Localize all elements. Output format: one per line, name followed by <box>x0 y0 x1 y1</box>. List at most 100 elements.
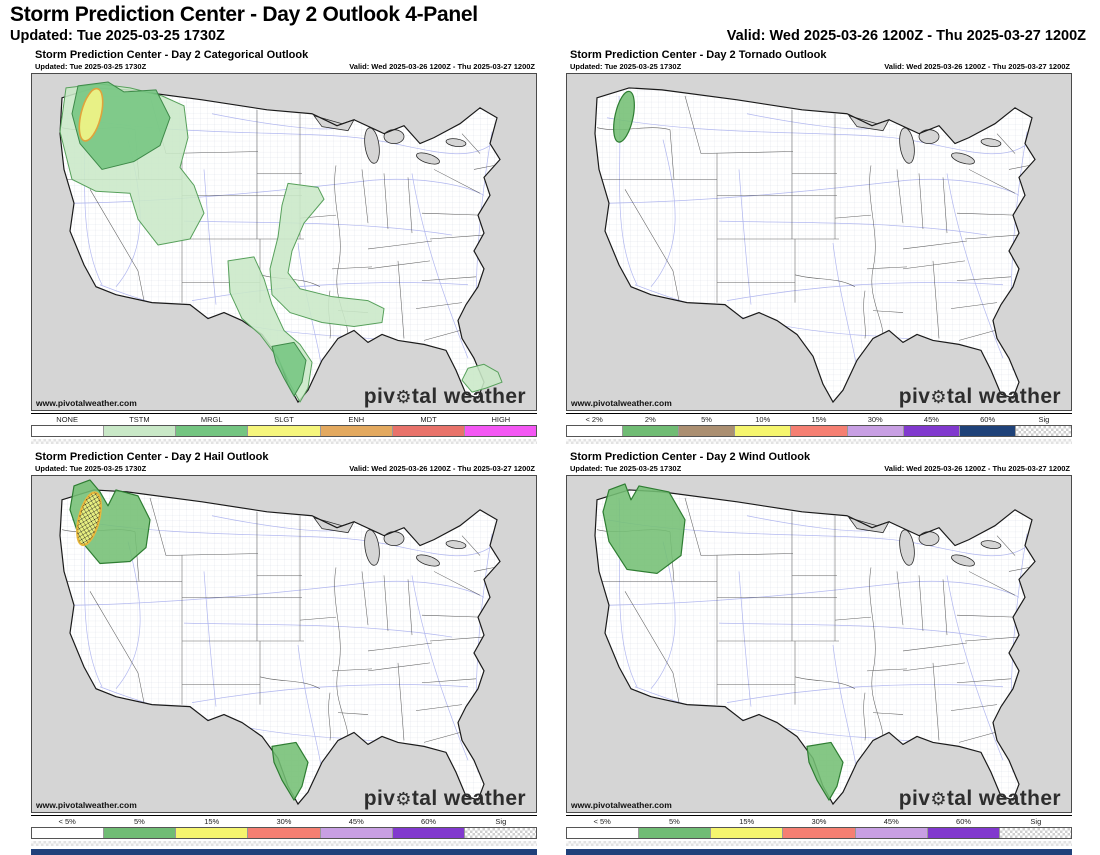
legend-swatch <box>248 426 321 436</box>
panel-updated: Updated: Tue 2025-03-25 1730Z <box>35 62 147 71</box>
outlook-overlays <box>613 90 635 143</box>
outlook-area-15pct-significant-nw-oregon-sig-hatch <box>77 492 101 545</box>
panel-valid: Valid: Wed 2025-03-26 1200Z - Thu 2025-0… <box>884 464 1070 473</box>
legend-label: 5% <box>701 415 712 424</box>
legend-color-bar <box>566 827 1072 839</box>
panel-title: Storm Prediction Center - Day 2 Hail Out… <box>35 451 269 463</box>
panel-updated: Updated: Tue 2025-03-25 1730Z <box>35 464 147 473</box>
legend-label: Sig <box>495 817 507 826</box>
legend-swatch <box>679 426 736 436</box>
panel-title: Storm Prediction Center - Day 2 Categori… <box>35 49 309 61</box>
legend-label: TSTM <box>129 415 150 424</box>
watermark-text: tal weather <box>946 787 1061 810</box>
outlook-panel: Storm Prediction Center - Day 2 Hail Out… <box>31 451 537 855</box>
legend-color-bar <box>31 827 537 839</box>
pivotal-weather-watermark: piv⚙tal weather <box>899 385 1061 409</box>
legend-label: 5% <box>669 817 680 826</box>
watermark-text: tal weather <box>946 385 1061 408</box>
outlook-map-image[interactable]: www.pivotalweather.com piv⚙tal weather <box>31 475 537 813</box>
panel-valid: Valid: Wed 2025-03-26 1200Z - Thu 2025-0… <box>349 464 535 473</box>
legend-swatch <box>567 426 624 436</box>
legend-swatch <box>847 426 904 436</box>
legend-swatch <box>32 426 105 436</box>
legend-label: < 2% <box>585 415 603 424</box>
conus-map <box>567 74 1071 410</box>
panel-header: Storm Prediction Center - Day 2 Hail Out… <box>31 451 537 473</box>
panel-title: Storm Prediction Center - Day 2 Tornado … <box>570 49 827 61</box>
panel-valid: Valid: Wed 2025-03-26 1200Z - Thu 2025-0… <box>884 62 1070 71</box>
pivotal-weather-watermark: piv⚙tal weather <box>364 787 526 811</box>
legend-swatch <box>176 426 249 436</box>
watermark-text: piv <box>898 385 931 408</box>
panel-header: Storm Prediction Center - Day 2 Tornado … <box>566 49 1072 71</box>
page-header: Storm Prediction Center - Day 2 Outlook … <box>0 0 1100 44</box>
legend-labels-row: NONE TSTM MRGL SLGT ENH MDT HIGH <box>31 414 537 425</box>
legend-label: MDT <box>420 415 437 424</box>
legend-color-bar <box>566 425 1072 437</box>
gear-icon: ⚙ <box>395 789 412 809</box>
outlook-legend: NONE TSTM MRGL SLGT ENH MDT HIGH <box>31 413 537 437</box>
legend-labels-row: < 5% 5% 15% 30% 45% 60% Sig <box>31 816 537 827</box>
website-label: www.pivotalweather.com <box>571 800 672 810</box>
legend-swatch <box>999 828 1071 838</box>
legend-labels-row: < 5% 5% 15% 30% 45% 60% Sig <box>566 816 1072 827</box>
outlook-legend: < 2% 2% 5% 10% 15% 30% 45% 60% Sig <box>566 413 1072 437</box>
legend-label: 60% <box>421 817 437 826</box>
legend-label: NONE <box>56 415 78 424</box>
legend-swatch <box>711 828 784 838</box>
pivotal-weather-watermark: piv⚙tal weather <box>364 385 526 409</box>
legend-swatch <box>320 828 393 838</box>
legend-label: 5% <box>134 817 145 826</box>
legend-color-bar <box>31 425 537 437</box>
legend-swatch <box>392 426 465 436</box>
legend-label: 30% <box>811 817 827 826</box>
legend-label: 15% <box>739 817 755 826</box>
legend-swatch <box>639 828 712 838</box>
legend-label: 45% <box>348 817 364 826</box>
outlook-area-5pct-pacific-northwest <box>602 483 686 575</box>
watermark-text: tal weather <box>411 787 526 810</box>
legend-swatch <box>791 426 848 436</box>
legend-swatch <box>464 426 536 436</box>
outlook-overlays <box>59 81 503 403</box>
legend-swatch <box>104 828 177 838</box>
legend-label: < 5% <box>58 817 76 826</box>
watermark-text: piv <box>363 385 396 408</box>
four-panel-grid: Storm Prediction Center - Day 2 Categori… <box>31 49 1100 855</box>
panel-title: Storm Prediction Center - Day 2 Wind Out… <box>570 451 811 463</box>
legend-label: Sig <box>1030 817 1042 826</box>
outlook-map-image[interactable]: www.pivotalweather.com piv⚙tal weather <box>566 73 1072 411</box>
legend-label: 2% <box>644 415 656 424</box>
watermark-text: tal weather <box>411 385 526 408</box>
outlook-overlays <box>69 479 309 801</box>
watermark-text: piv <box>363 787 396 810</box>
legend-label: ENH <box>348 415 365 424</box>
legend-swatch <box>855 828 928 838</box>
legend-label: HIGH <box>491 415 511 424</box>
page-title: Storm Prediction Center - Day 2 Outlook … <box>10 3 478 26</box>
conus-map <box>567 476 1071 812</box>
outlook-map-image[interactable]: www.pivotalweather.com piv⚙tal weather <box>31 73 537 411</box>
outlook-area-5pct-south-texas <box>806 741 844 801</box>
legend-label: MRGL <box>200 415 223 424</box>
legend-label: 15% <box>811 415 827 424</box>
page-valid: Valid: Wed 2025-03-26 1200Z - Thu 2025-0… <box>726 28 1086 44</box>
legend-swatch <box>623 426 680 436</box>
website-label: www.pivotalweather.com <box>36 398 137 408</box>
outlook-area-TSTM-central-plains <box>269 182 385 327</box>
website-label: www.pivotalweather.com <box>571 398 672 408</box>
panel-header: Storm Prediction Center - Day 2 Categori… <box>31 49 537 71</box>
outlook-panel: Storm Prediction Center - Day 2 Categori… <box>31 49 537 444</box>
panel-updated: Updated: Tue 2025-03-25 1730Z <box>570 464 682 473</box>
legend-swatch <box>320 426 393 436</box>
legend-label: 15% <box>204 817 220 826</box>
legend-swatch <box>248 828 321 838</box>
outlook-area-SLGT-northwest-oregon <box>78 87 104 142</box>
legend-swatch <box>392 828 465 838</box>
outlook-panel: Storm Prediction Center - Day 2 Tornado … <box>566 49 1072 444</box>
legend-swatch <box>783 828 856 838</box>
pivotal-weather-watermark: piv⚙tal weather <box>899 787 1061 811</box>
legend-label: 60% <box>980 415 996 424</box>
outlook-map-image[interactable]: www.pivotalweather.com piv⚙tal weather <box>566 475 1072 813</box>
gear-icon: ⚙ <box>930 387 947 407</box>
